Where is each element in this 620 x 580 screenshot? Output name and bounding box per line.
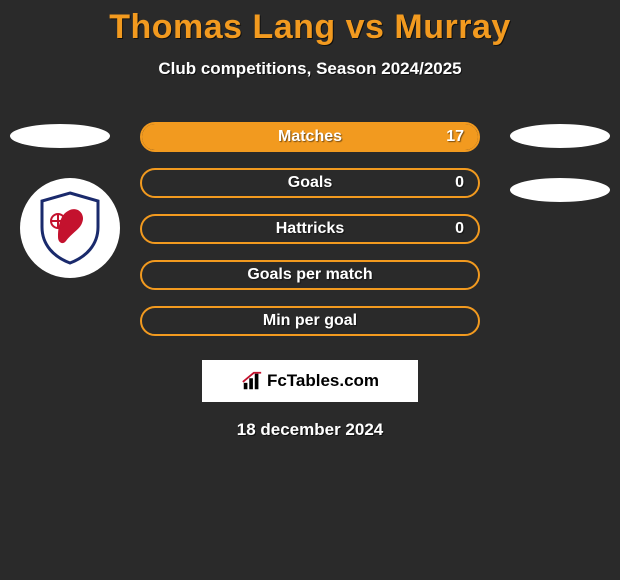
footer: FcTables.com 18 december 2024	[0, 352, 620, 440]
stat-label: Goals	[288, 174, 332, 192]
placeholder-ellipse-right-1	[510, 124, 610, 148]
site-logo: FcTables.com	[202, 360, 418, 402]
stat-value: 0	[455, 174, 464, 192]
placeholder-ellipse-right-2	[510, 178, 610, 202]
placeholder-ellipse-left	[10, 124, 110, 148]
site-logo-text: FcTables.com	[267, 371, 379, 391]
subtitle: Club competitions, Season 2024/2025	[0, 59, 620, 79]
stat-bar-matches: Matches 17	[140, 122, 480, 152]
stat-value: 0	[455, 220, 464, 238]
date-text: 18 december 2024	[0, 420, 620, 440]
stats-bars: Matches 17 Goals 0 Hattricks 0 Goals per…	[140, 122, 480, 352]
bar-chart-icon	[241, 370, 263, 392]
stat-label: Min per goal	[263, 312, 357, 330]
shield-icon	[38, 191, 102, 265]
stat-label: Hattricks	[276, 220, 344, 238]
stat-label: Matches	[278, 128, 342, 146]
stat-bar-goals-per-match: Goals per match	[140, 260, 480, 290]
stat-bar-hattricks: Hattricks 0	[140, 214, 480, 244]
page-title: Thomas Lang vs Murray	[0, 0, 620, 47]
stat-label: Goals per match	[247, 266, 372, 284]
stat-bar-min-per-goal: Min per goal	[140, 306, 480, 336]
stat-value: 17	[446, 128, 464, 146]
club-badge	[20, 178, 120, 278]
stat-bar-goals: Goals 0	[140, 168, 480, 198]
